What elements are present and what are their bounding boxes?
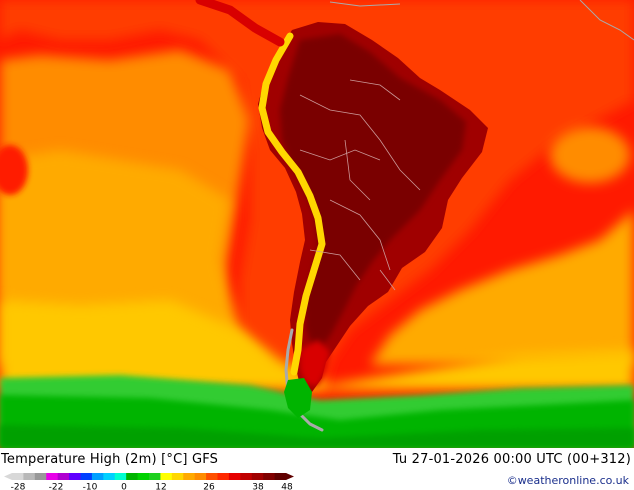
ocean-amber-band-east bbox=[370, 210, 634, 365]
scale-swatch bbox=[114, 473, 127, 480]
ocean-deepgreen-band bbox=[0, 425, 634, 448]
country-borders bbox=[299, 79, 421, 291]
scale-swatch bbox=[57, 473, 70, 480]
map-footer: Temperature High (2m) [°C] GFS Tu 27-01-… bbox=[0, 448, 634, 490]
scale-swatch bbox=[171, 473, 184, 480]
central-america-land bbox=[195, 0, 634, 47]
scale-label: -22 bbox=[49, 483, 64, 490]
south-america-land bbox=[258, 22, 488, 432]
scale-swatch bbox=[34, 473, 47, 480]
scale-swatch bbox=[69, 473, 81, 480]
land-red-margin bbox=[300, 340, 330, 386]
scale-swatch bbox=[263, 473, 275, 480]
scale-swatch bbox=[251, 473, 264, 480]
scale-swatch bbox=[274, 473, 287, 480]
scale-swatch bbox=[240, 473, 253, 480]
scale-swatch bbox=[160, 473, 173, 480]
scale-label: -28 bbox=[11, 483, 26, 490]
scale-swatch bbox=[23, 473, 36, 480]
scale-swatch bbox=[183, 473, 196, 480]
scale-label: 0 bbox=[121, 483, 127, 490]
land-dark-core bbox=[280, 34, 466, 352]
scale-label: 38 bbox=[252, 483, 264, 490]
scale-high-arrow bbox=[286, 473, 294, 480]
scale-label: 12 bbox=[155, 483, 166, 490]
forecast-datetime: Tu 27-01-2026 00:00 UTC (00+312) bbox=[392, 452, 631, 467]
scale-swatch bbox=[217, 473, 230, 480]
temperature-map bbox=[0, 0, 634, 448]
scale-swatch bbox=[206, 473, 218, 480]
scale-swatch bbox=[137, 473, 150, 480]
map-title: Temperature High (2m) [°C] GFS bbox=[1, 452, 219, 467]
scale-low-arrow bbox=[4, 473, 12, 480]
scale-label: -10 bbox=[83, 483, 98, 490]
scale-swatch bbox=[228, 473, 241, 480]
scale-label: 48 bbox=[281, 483, 293, 490]
scale-swatch bbox=[46, 473, 59, 480]
scale-label: 26 bbox=[203, 483, 215, 490]
caribbean-islands bbox=[329, 0, 634, 41]
ocean-hot-patch bbox=[0, 145, 28, 195]
scale-swatch bbox=[12, 473, 24, 480]
scale-swatch bbox=[126, 473, 138, 480]
scale-swatch bbox=[80, 473, 93, 480]
scale-swatch bbox=[194, 473, 207, 480]
scale-swatch bbox=[91, 473, 104, 480]
patagonia-cool-tip bbox=[284, 378, 312, 418]
ocean-orange-patch-atlantic bbox=[550, 127, 630, 183]
scale-swatch bbox=[103, 473, 116, 480]
central-america-strip bbox=[195, 0, 285, 47]
andes-cool-ridge bbox=[258, 32, 326, 376]
credit-link[interactable]: ©weatheronline.co.uk bbox=[506, 474, 629, 487]
scale-swatch bbox=[149, 473, 161, 480]
temperature-color-scale: -28 -22 -10 0 12 26 38 48 bbox=[4, 473, 294, 490]
ocean-yellow-band bbox=[0, 300, 634, 390]
